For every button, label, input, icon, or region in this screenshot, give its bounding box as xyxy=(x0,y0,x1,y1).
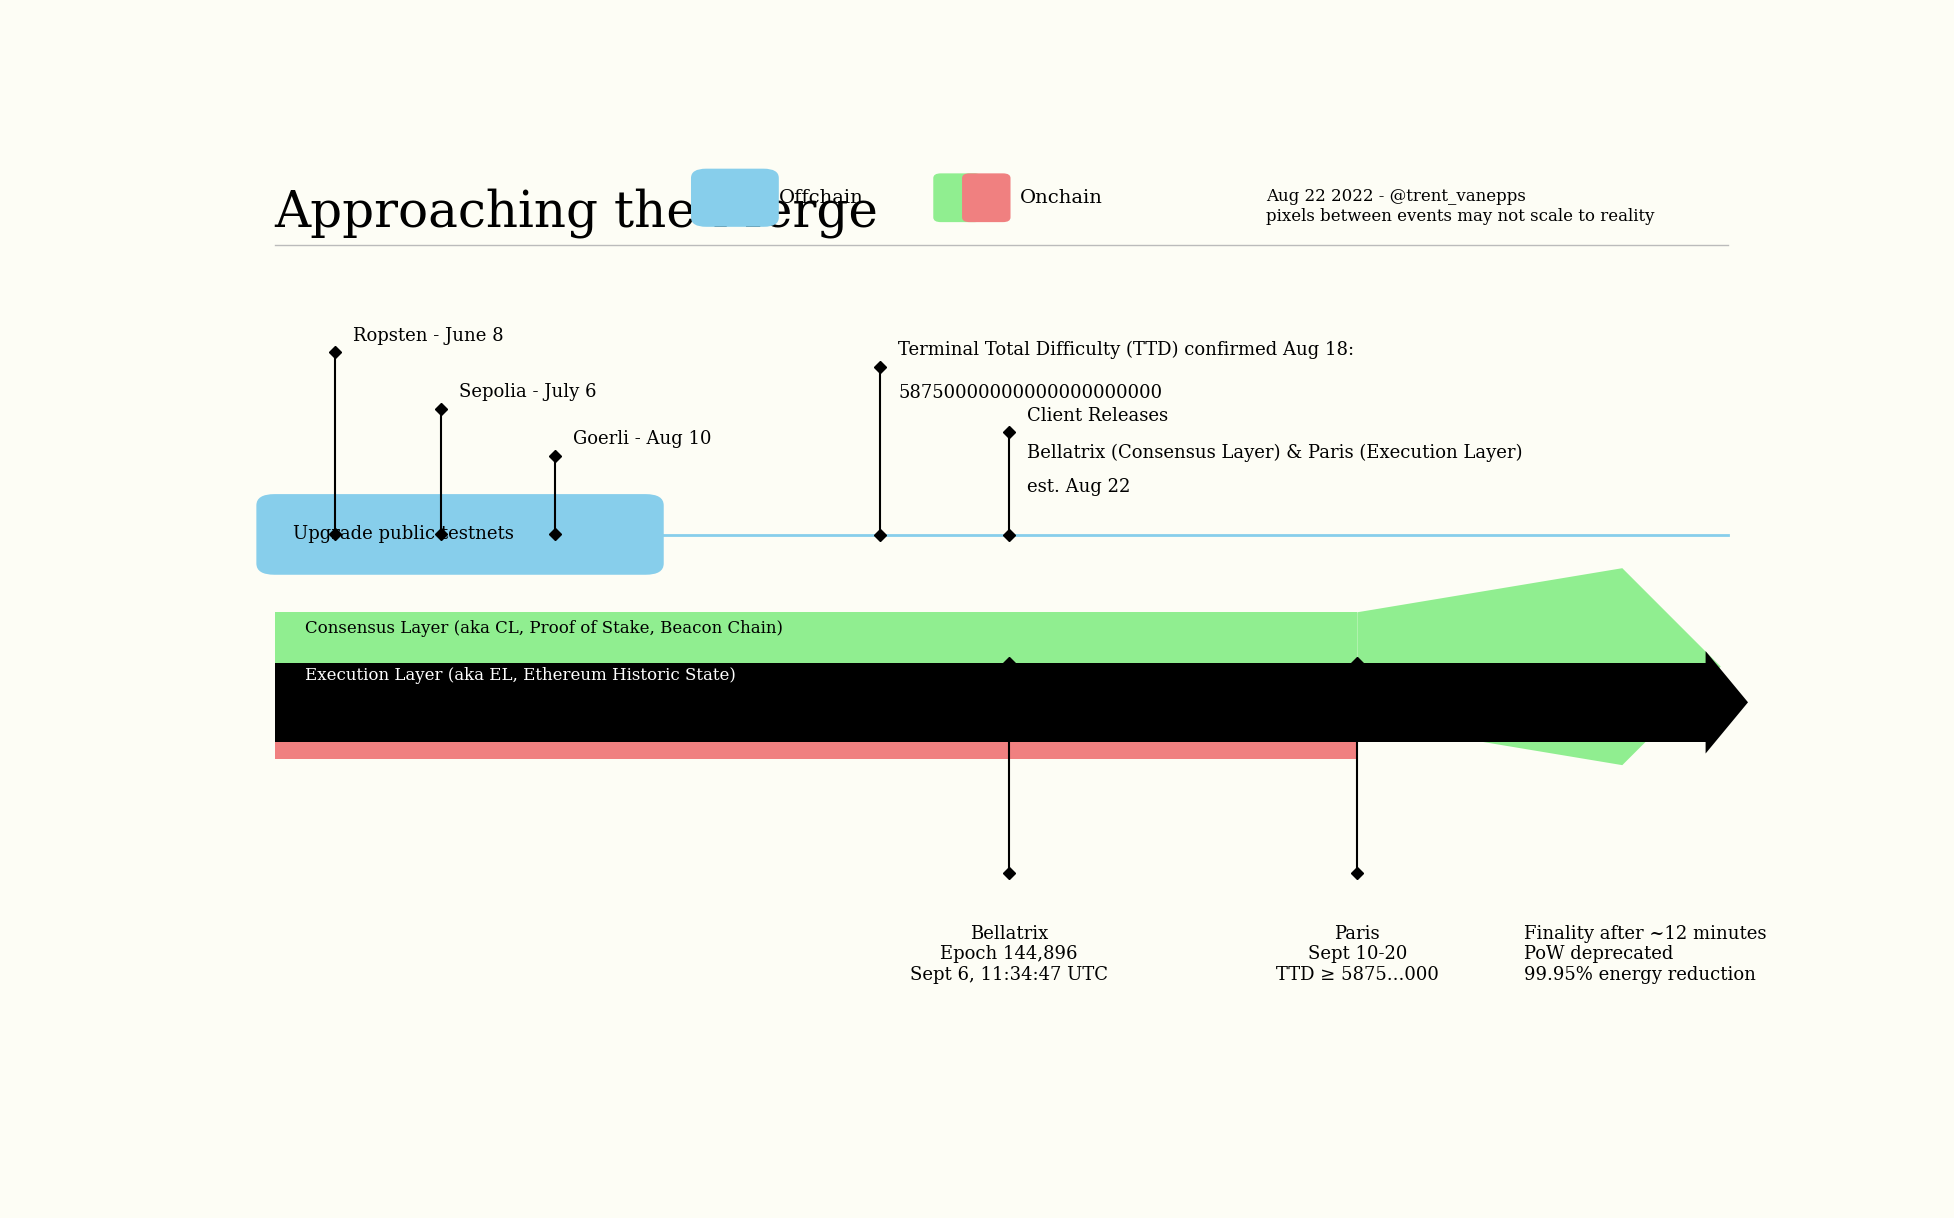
Text: Ropsten - June 8: Ropsten - June 8 xyxy=(354,326,504,345)
Text: Upgrade public testnets: Upgrade public testnets xyxy=(293,525,514,543)
Polygon shape xyxy=(1706,652,1749,754)
Text: Sepolia - July 6: Sepolia - July 6 xyxy=(459,384,596,401)
Text: Client Releases: Client Releases xyxy=(1028,407,1168,425)
Text: Execution Layer (aka EL, Ethereum Historic State): Execution Layer (aka EL, Ethereum Histor… xyxy=(305,666,737,683)
Polygon shape xyxy=(274,717,1358,759)
Polygon shape xyxy=(274,613,1358,721)
Text: Terminal Total Difficulty (TTD) confirmed Aug 18:: Terminal Total Difficulty (TTD) confirme… xyxy=(899,341,1354,359)
Text: Goerli - Aug 10: Goerli - Aug 10 xyxy=(573,430,711,448)
Text: Bellatrix
Epoch 144,896
Sept 6, 11:34:47 UTC: Bellatrix Epoch 144,896 Sept 6, 11:34:47… xyxy=(911,924,1108,984)
Text: Proof of Work: Proof of Work xyxy=(305,719,422,736)
Text: Aug 22 2022 - @trent_vanepps
pixels between events may not scale to reality: Aug 22 2022 - @trent_vanepps pixels betw… xyxy=(1266,189,1655,225)
FancyBboxPatch shape xyxy=(934,173,981,222)
Text: Onchain: Onchain xyxy=(1020,189,1102,207)
Text: Bellatrix (Consensus Layer) & Paris (Execution Layer): Bellatrix (Consensus Layer) & Paris (Exe… xyxy=(1028,445,1522,462)
Text: est. Aug 22: est. Aug 22 xyxy=(1028,477,1131,496)
FancyBboxPatch shape xyxy=(256,495,664,575)
Text: 58750000000000000000000: 58750000000000000000000 xyxy=(899,384,1163,402)
Text: Offchain: Offchain xyxy=(780,189,864,207)
Text: Paris
Sept 10-20
TTD ≥ 5875...000: Paris Sept 10-20 TTD ≥ 5875...000 xyxy=(1276,924,1438,984)
Text: Consensus Layer (aka CL, Proof of Stake, Beacon Chain): Consensus Layer (aka CL, Proof of Stake,… xyxy=(305,620,784,637)
Text: Finality after ~12 minutes
PoW deprecated
99.95% energy reduction: Finality after ~12 minutes PoW deprecate… xyxy=(1524,924,1766,984)
FancyBboxPatch shape xyxy=(692,168,780,227)
FancyBboxPatch shape xyxy=(961,173,1010,222)
Polygon shape xyxy=(274,663,1706,742)
Polygon shape xyxy=(1358,568,1721,765)
Text: Approaching the Merge: Approaching the Merge xyxy=(274,189,879,239)
